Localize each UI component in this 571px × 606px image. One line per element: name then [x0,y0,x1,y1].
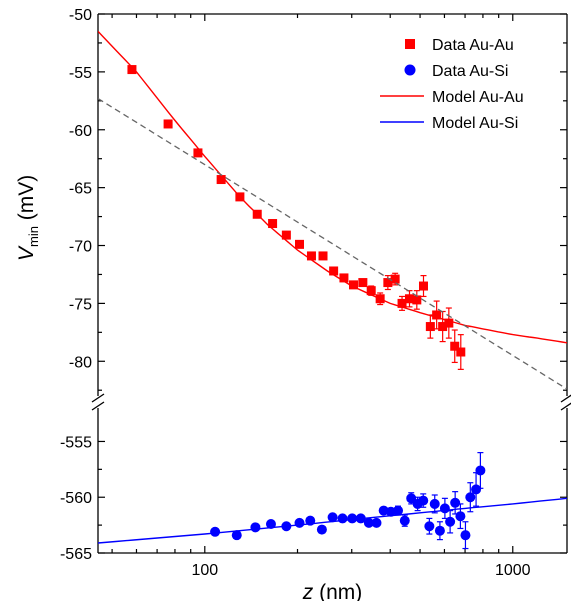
data-point-data-au-au [329,266,339,276]
data-point-data-au-si [231,530,242,541]
data-point-data-au-au [306,251,316,261]
axis-break-mark [91,401,105,411]
x-axis-title: z (nm) [302,581,363,601]
data-point-data-au-si [337,513,348,524]
data-point-data-au-au [294,239,304,249]
data-point-data-au-au [397,298,407,308]
legend-label: Data Au-Au [432,37,514,54]
data-point-data-au-au [390,274,400,284]
data-point-data-au-si [439,503,450,514]
data-point-data-au-au [412,295,422,305]
data-point-data-au-au [450,341,460,351]
data-point-data-au-si [471,484,482,495]
data-point-data-au-au [456,347,466,357]
axis-break-mark [560,402,571,411]
legend-marker-square [405,39,415,49]
data-point-data-au-au [163,119,173,129]
data-point-data-au-au [425,322,435,332]
data-group [98,30,567,550]
x-axis-title-unit: (nm) [313,581,362,601]
y-upper-tick-label: -65 [69,181,92,198]
data-point-data-au-au [444,318,454,328]
data-point-data-au-si [347,513,358,524]
legend: Data Au-Au Data Au-Si Model Au-Au Model Au-… [380,37,524,132]
data-point-data-au-si [363,517,374,528]
data-point-data-au-si [371,517,382,528]
y-upper-tick-label: -80 [69,354,92,371]
y-axis-title-variable: V [15,245,38,261]
data-point-data-au-si [460,530,471,541]
data-point-data-au-au [404,294,414,304]
data-point-data-au-si [429,498,440,509]
y-axis-title-subscript: min [26,226,41,247]
y-lower-tick-label: -565 [60,546,92,563]
y-lower-tick-label: -555 [60,434,92,451]
axis-break-mark [560,394,571,403]
legend-label: Data Au-Si [432,63,508,80]
legend-label: Model Au-Si [432,115,518,132]
data-point-data-au-si [316,524,327,535]
data-point-data-au-si [434,525,445,536]
y-upper-tick-label: -75 [69,296,92,313]
legend-marker-circle [404,64,416,76]
data-point-data-au-si [294,517,305,528]
data-point-data-au-si [265,519,276,529]
data-point-data-au-au [268,219,278,229]
y-axis-title: Vmin (mV) [15,175,41,261]
series-line-model-au-si [98,497,567,544]
y-upper-tick-label: -60 [69,123,92,140]
data-point-data-au-si [445,516,456,527]
series-line-guide-line [98,97,567,390]
data-point-data-au-si [450,497,461,508]
data-point-data-au-au [349,280,359,290]
data-point-data-au-au [281,230,291,240]
data-point-data-au-si [475,465,486,476]
data-point-data-au-au [339,273,349,283]
data-point-data-au-si [210,526,221,537]
data-point-data-au-si [393,505,404,516]
data-point-data-au-au [127,65,137,75]
data-point-data-au-si [465,492,476,503]
data-point-data-au-si [455,511,466,522]
data-point-data-au-au [216,175,226,185]
data-point-data-au-si [327,512,338,523]
axis-break-mark [91,393,105,403]
x-axis-title-variable: z [302,581,314,601]
data-point-data-au-si [424,521,435,532]
data-point-data-au-si [250,522,261,533]
y-upper-tick-label: -55 [69,65,92,82]
data-point-data-au-au [366,286,376,296]
data-point-data-au-au [438,322,448,332]
x-tick-label: 100 [191,562,218,579]
data-point-data-au-au [318,251,328,261]
data-point-data-au-au [193,148,203,158]
y-axis-title-unit: (mV) [15,175,38,226]
y-upper-tick-label: -50 [69,7,92,24]
data-point-data-au-au [358,278,368,288]
y-upper-tick-label: -70 [69,239,92,256]
legend-label: Model Au-Au [432,89,524,106]
axes-group: 100 1000 -50 -55 -60 -65 -70 -75 -80 -555 -560 -565… [15,7,571,604]
data-point-data-au-au [418,281,428,291]
y-lower-tick-label: -560 [60,490,92,507]
data-point-data-au-au [383,278,393,288]
x-tick-label: 1000 [495,562,531,579]
data-point-data-au-si [399,515,410,526]
series-line-model-au-au [98,30,567,344]
data-point-data-au-au [432,310,442,320]
data-point-data-au-si [418,495,429,506]
